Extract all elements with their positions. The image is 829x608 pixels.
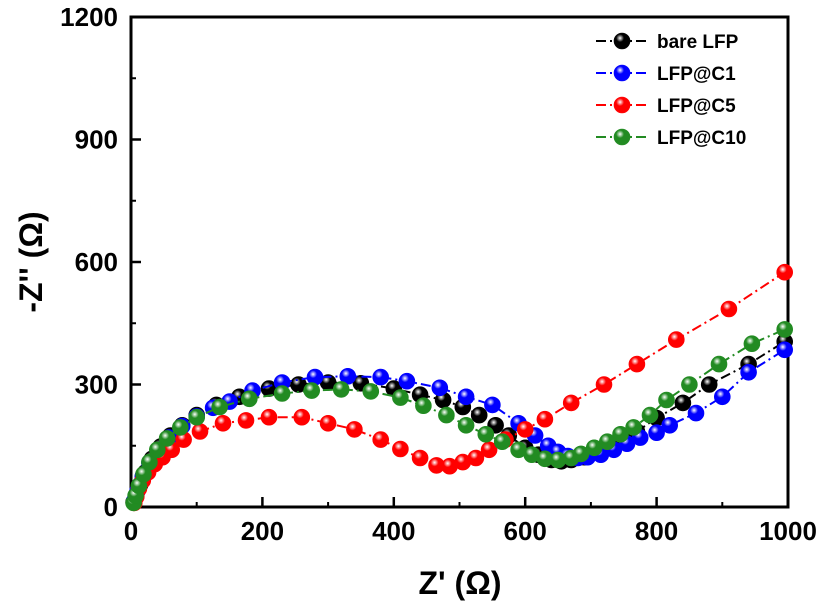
data-point bbox=[372, 431, 390, 448]
data-point bbox=[241, 390, 258, 408]
legend-item: LFP@C10 bbox=[596, 128, 746, 149]
data-point bbox=[641, 406, 659, 424]
data-point bbox=[687, 404, 705, 422]
data-point bbox=[562, 394, 580, 412]
data-point bbox=[536, 410, 554, 428]
data-point bbox=[457, 416, 475, 434]
data-point bbox=[214, 414, 232, 432]
data-point bbox=[237, 412, 255, 429]
data-point bbox=[149, 441, 166, 459]
data-point bbox=[467, 449, 485, 467]
data-point bbox=[648, 424, 665, 442]
data-point bbox=[776, 321, 794, 338]
data-point bbox=[598, 433, 616, 451]
data-point bbox=[743, 335, 761, 353]
series-layer bbox=[125, 263, 794, 512]
data-point bbox=[172, 419, 189, 436]
legend-item: LFP@C1 bbox=[596, 64, 736, 85]
data-point bbox=[346, 421, 363, 438]
data-point bbox=[625, 419, 642, 436]
legend-marker bbox=[613, 32, 631, 50]
y-tick-label: 0 bbox=[104, 492, 118, 522]
data-point bbox=[438, 406, 455, 424]
series-3 bbox=[125, 321, 794, 512]
data-point bbox=[362, 383, 380, 400]
x-tick-label: 400 bbox=[372, 516, 415, 546]
data-point bbox=[628, 355, 646, 373]
data-point bbox=[477, 425, 495, 443]
y-axis-label: -Z'' (Ω) bbox=[13, 211, 49, 312]
data-point bbox=[260, 408, 278, 426]
y-tick-labels: 0 300 600 900 1200 bbox=[60, 2, 118, 522]
data-point bbox=[516, 421, 534, 438]
data-point bbox=[710, 355, 728, 373]
data-point bbox=[392, 440, 409, 458]
y-tick-label: 900 bbox=[75, 125, 118, 155]
x-tick-label: 0 bbox=[124, 516, 138, 546]
axis-ticks bbox=[129, 15, 790, 509]
data-point bbox=[411, 449, 429, 467]
data-point bbox=[612, 425, 629, 443]
data-point bbox=[158, 430, 176, 447]
data-point bbox=[431, 379, 449, 397]
data-point bbox=[372, 368, 390, 386]
legend-item: bare LFP bbox=[596, 32, 739, 53]
data-point bbox=[188, 408, 205, 426]
y-tick-label: 300 bbox=[75, 370, 118, 400]
x-tick-label: 800 bbox=[635, 516, 678, 546]
legend-label: LFP@C10 bbox=[657, 128, 746, 149]
plot-frame bbox=[129, 15, 790, 509]
y-tick-label: 600 bbox=[75, 247, 118, 277]
data-point bbox=[293, 408, 311, 426]
data-point bbox=[661, 416, 679, 434]
legend-marker bbox=[613, 96, 631, 114]
data-point bbox=[776, 263, 794, 281]
data-point bbox=[415, 397, 432, 415]
data-point bbox=[392, 389, 409, 406]
legend-marker bbox=[613, 128, 631, 146]
data-point bbox=[332, 381, 350, 398]
data-point bbox=[674, 394, 692, 412]
data-point bbox=[667, 331, 685, 348]
data-point bbox=[713, 388, 731, 406]
legend: bare LFP LFP@C1 LFP@C5 LFP@C10 bbox=[596, 32, 746, 149]
x-tick-label: 200 bbox=[241, 516, 284, 546]
data-point bbox=[740, 363, 757, 381]
data-point bbox=[776, 341, 794, 359]
data-point bbox=[211, 398, 228, 416]
data-point bbox=[681, 376, 698, 393]
data-point bbox=[191, 423, 209, 440]
legend-item: LFP@C5 bbox=[596, 96, 736, 117]
legend-label: bare LFP bbox=[657, 32, 739, 53]
y-tick-label: 1200 bbox=[60, 2, 118, 32]
data-point bbox=[470, 406, 488, 424]
x-tick-label: 1000 bbox=[759, 516, 817, 546]
data-point bbox=[303, 382, 321, 399]
series-line bbox=[132, 328, 786, 504]
x-axis-label: Z' (Ω) bbox=[418, 565, 501, 601]
legend-marker bbox=[613, 64, 631, 82]
data-point bbox=[273, 385, 291, 402]
data-point bbox=[493, 433, 511, 451]
data-point bbox=[700, 376, 718, 393]
data-point bbox=[319, 414, 337, 432]
legend-label: LFP@C1 bbox=[657, 64, 736, 85]
data-point bbox=[484, 396, 501, 414]
data-point bbox=[457, 388, 475, 406]
data-point bbox=[141, 453, 158, 471]
x-tick-label: 600 bbox=[504, 516, 547, 546]
x-tick-labels: 0 200 400 600 800 1000 bbox=[124, 516, 817, 546]
data-point bbox=[658, 391, 675, 409]
data-point bbox=[720, 300, 738, 318]
data-point bbox=[398, 372, 416, 390]
legend-label: LFP@C5 bbox=[657, 96, 736, 117]
data-point bbox=[595, 376, 613, 393]
data-point bbox=[339, 367, 357, 385]
